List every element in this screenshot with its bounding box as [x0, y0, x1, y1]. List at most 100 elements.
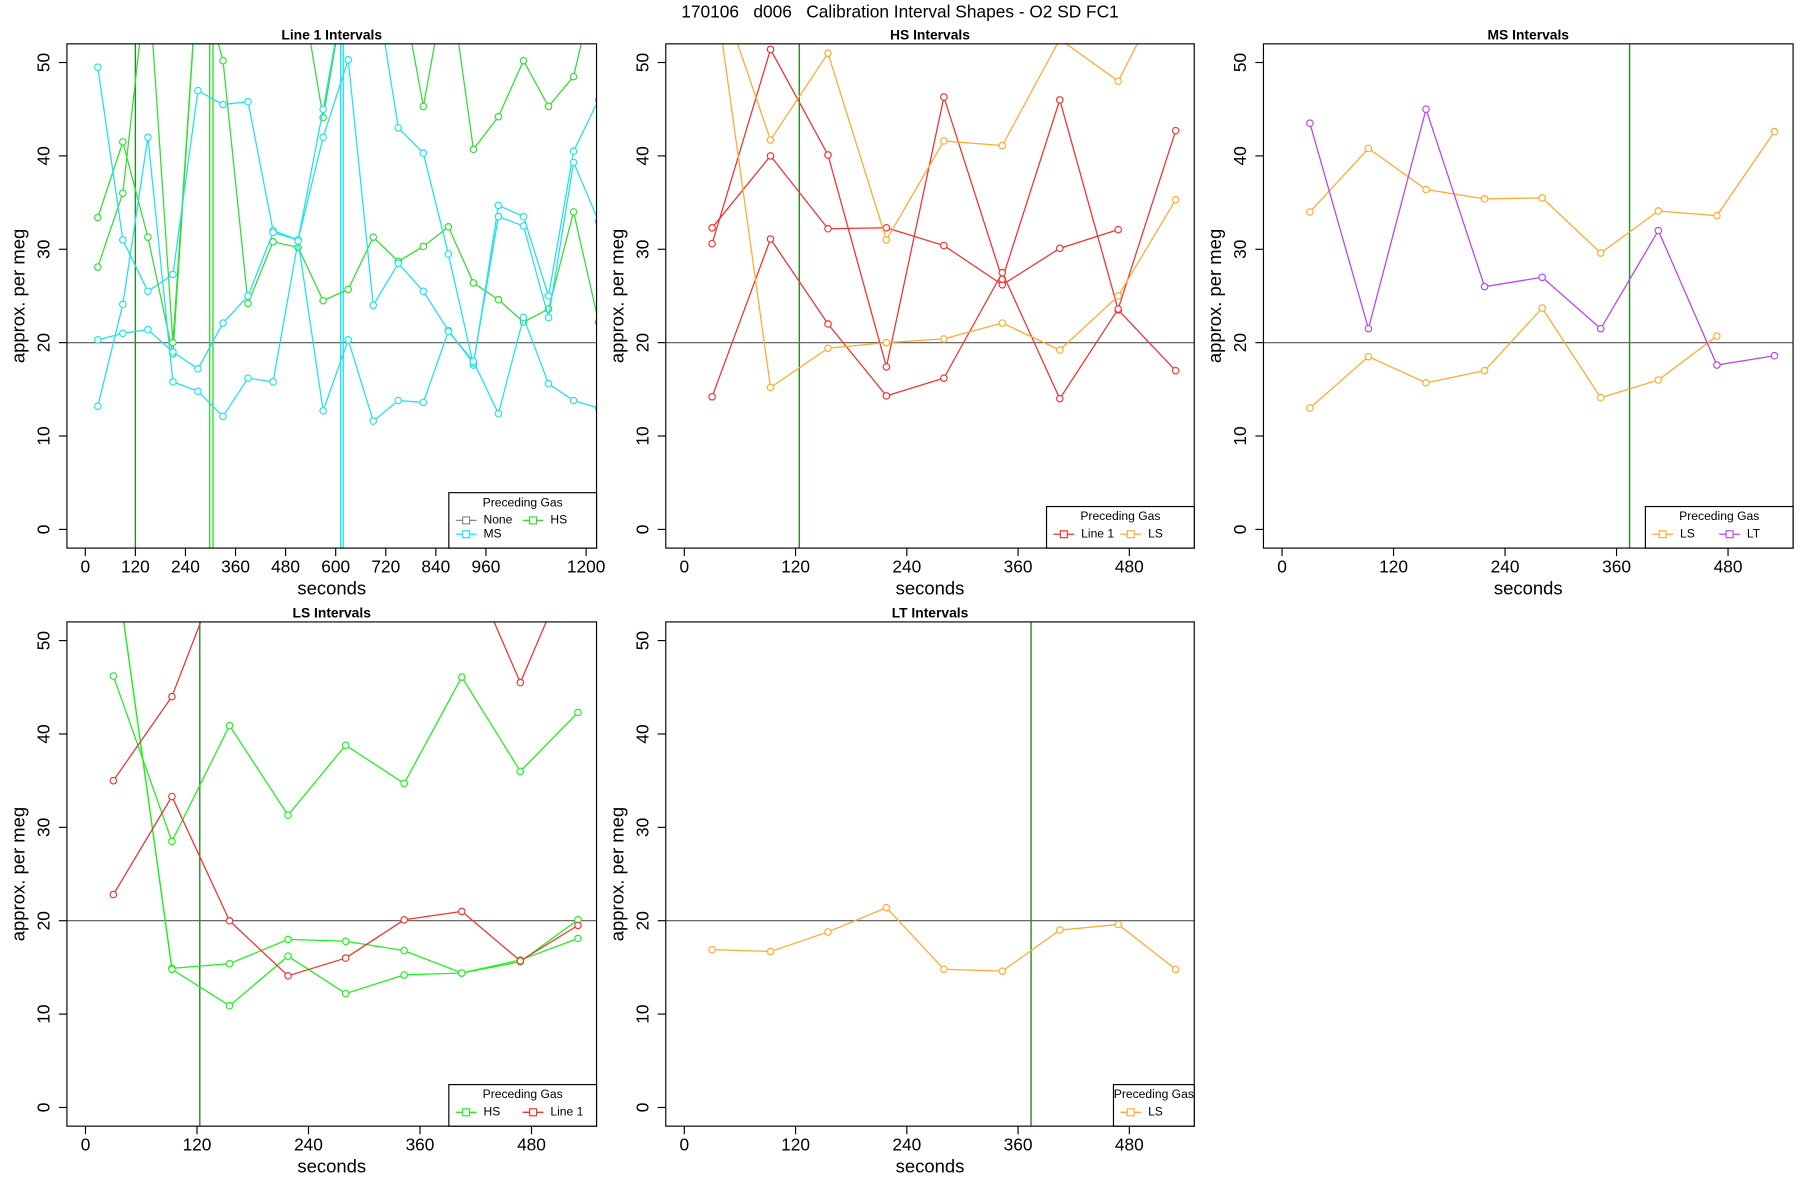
data-point — [1171, 126, 1180, 135]
data-point — [998, 319, 1007, 327]
legend-swatch — [1059, 530, 1068, 539]
data-point — [169, 270, 177, 279]
legend-title: Preceding Gas — [1114, 1087, 1194, 1101]
data-point — [458, 673, 466, 681]
data-point — [1770, 351, 1779, 360]
x-axis-label: seconds — [297, 577, 366, 598]
series-line — [112, 621, 547, 782]
y-tick-label: 30 — [632, 240, 652, 259]
data-point — [394, 124, 403, 132]
x-tick-label: 240 — [171, 556, 200, 576]
data-point — [444, 250, 453, 258]
panel-title: MS Intervals — [1488, 26, 1570, 42]
data-point — [824, 928, 832, 936]
data-point — [1055, 926, 1064, 934]
data-point — [225, 1001, 234, 1010]
x-tick-label: 120 — [781, 556, 810, 576]
data-point — [1114, 77, 1123, 86]
data-point — [244, 374, 252, 382]
y-tick-label: 0 — [632, 525, 652, 535]
data-point — [1713, 332, 1721, 340]
legend-box — [448, 1084, 598, 1127]
x-tick-label: 0 — [80, 556, 90, 576]
series-line — [711, 154, 1119, 286]
data-point — [824, 49, 832, 57]
y-tick-label: 10 — [632, 426, 652, 445]
series-line — [97, 43, 582, 343]
y-tick-label: 40 — [34, 724, 54, 743]
plot-area — [665, 43, 1195, 549]
x-tick-label: 480 — [1115, 556, 1144, 576]
data-point — [1055, 96, 1064, 104]
data-point — [194, 387, 202, 396]
y-tick-label: 30 — [34, 240, 54, 259]
y-tick-label: 20 — [632, 333, 652, 352]
data-point — [1171, 195, 1180, 204]
data-point — [1306, 208, 1314, 216]
y-tick-label: 30 — [1230, 240, 1250, 259]
series-line — [1309, 307, 1718, 409]
x-tick-label: 240 — [892, 556, 921, 576]
x-tick-label: 1200 — [567, 556, 605, 576]
data-point — [419, 102, 428, 111]
data-point — [519, 313, 528, 322]
data-point — [882, 363, 891, 371]
y-tick-label: 0 — [34, 525, 54, 535]
data-point — [284, 972, 292, 980]
y-tick-label: 0 — [632, 1103, 652, 1113]
data-point — [516, 678, 525, 687]
legend-title: Preceding Gas — [1679, 509, 1759, 523]
data-point — [1422, 378, 1430, 387]
plot-area — [665, 621, 1195, 1127]
x-axis-label: seconds — [896, 577, 965, 598]
x-tick-label: 120 — [121, 556, 150, 576]
data-point — [544, 379, 553, 388]
data-point — [940, 374, 948, 382]
data-point — [469, 279, 478, 287]
data-point — [1713, 211, 1721, 220]
data-point — [109, 672, 118, 680]
y-tick-label: 20 — [34, 333, 54, 352]
y-tick-label: 40 — [632, 724, 652, 743]
y-tick-label: 50 — [34, 631, 54, 650]
data-point — [569, 208, 578, 216]
x-axis-label: seconds — [1494, 577, 1563, 598]
data-point — [225, 916, 234, 925]
data-point — [544, 313, 553, 322]
legend-title: Preceding Gas — [483, 1087, 563, 1101]
legend-swatch — [529, 1108, 538, 1117]
x-tick-label: 480 — [271, 556, 300, 576]
x-tick-label: 360 — [1004, 1134, 1033, 1154]
legend-label: HS — [550, 513, 567, 527]
data-point — [144, 287, 152, 296]
y-tick-label: 10 — [632, 1004, 652, 1023]
y-tick-label: 20 — [632, 911, 652, 930]
data-point — [400, 779, 409, 788]
data-point — [344, 55, 353, 64]
data-point — [1654, 376, 1663, 384]
data-point — [574, 708, 582, 717]
data-point — [93, 402, 102, 410]
data-point — [940, 335, 948, 343]
data-point — [574, 934, 582, 943]
legend-swatch — [1126, 1108, 1135, 1117]
y-tick-label: 30 — [34, 818, 54, 837]
data-point — [344, 285, 353, 294]
legend-swatch — [1658, 530, 1667, 539]
data-point — [516, 957, 525, 965]
data-point — [519, 222, 528, 230]
data-point — [998, 967, 1007, 975]
data-point — [882, 236, 891, 244]
data-point — [109, 776, 118, 785]
data-point — [1114, 225, 1123, 234]
data-point — [708, 223, 716, 232]
data-point — [1480, 282, 1489, 291]
data-point — [394, 396, 403, 405]
x-tick-label: 720 — [371, 556, 400, 576]
data-point — [1538, 273, 1547, 282]
y-tick-label: 20 — [1230, 333, 1250, 352]
data-point — [1596, 324, 1605, 333]
legend-title: Preceding Gas — [483, 495, 563, 509]
